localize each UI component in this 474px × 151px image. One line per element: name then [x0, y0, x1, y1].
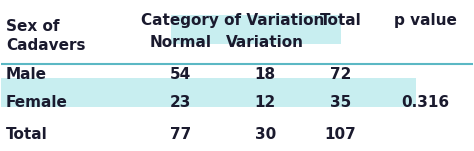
- Text: Total: Total: [6, 127, 48, 142]
- Text: 72: 72: [330, 67, 351, 82]
- Text: Normal: Normal: [149, 35, 211, 50]
- Text: 18: 18: [255, 67, 276, 82]
- Text: Total: Total: [320, 13, 362, 28]
- Text: 54: 54: [170, 67, 191, 82]
- Text: 107: 107: [325, 127, 356, 142]
- Text: 77: 77: [170, 127, 191, 142]
- Text: 23: 23: [170, 95, 191, 110]
- FancyBboxPatch shape: [1, 78, 416, 107]
- Text: Variation: Variation: [226, 35, 304, 50]
- Text: Male: Male: [6, 67, 47, 82]
- Text: Category of Variation: Category of Variation: [141, 13, 324, 28]
- FancyBboxPatch shape: [171, 15, 341, 44]
- Text: 0.316: 0.316: [401, 95, 449, 110]
- Text: 30: 30: [255, 127, 276, 142]
- Text: Sex of
Cadavers: Sex of Cadavers: [6, 19, 86, 53]
- Text: 35: 35: [330, 95, 351, 110]
- Text: 12: 12: [255, 95, 276, 110]
- Text: p value: p value: [394, 13, 457, 28]
- Text: Female: Female: [6, 95, 68, 110]
